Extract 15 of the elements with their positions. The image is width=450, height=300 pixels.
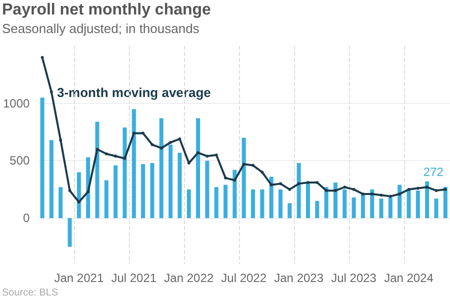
- chart-subtitle: Seasonally adjusted; in thousands: [2, 21, 200, 36]
- x-tick-label: Jul 2023: [331, 271, 377, 285]
- data-label: 272: [423, 164, 444, 179]
- x-tick-label: Jan 2021: [54, 271, 104, 285]
- series-label: 3-month moving average: [57, 85, 211, 100]
- x-tick-label: Jan 2024: [384, 271, 434, 285]
- chart-title: Payroll net monthly change: [2, 2, 212, 18]
- source-note: Source: BLS: [2, 288, 58, 298]
- x-tick-label: Jan 2023: [274, 271, 324, 285]
- y-tick-label: 1000: [2, 96, 30, 110]
- y-tick-label: 500: [10, 154, 30, 168]
- y-tick-label: 0: [23, 211, 30, 226]
- x-tick-label: Jul 2022: [221, 271, 267, 285]
- x-tick-label: Jul 2021: [111, 271, 157, 285]
- x-tick-label: Jan 2022: [164, 271, 214, 285]
